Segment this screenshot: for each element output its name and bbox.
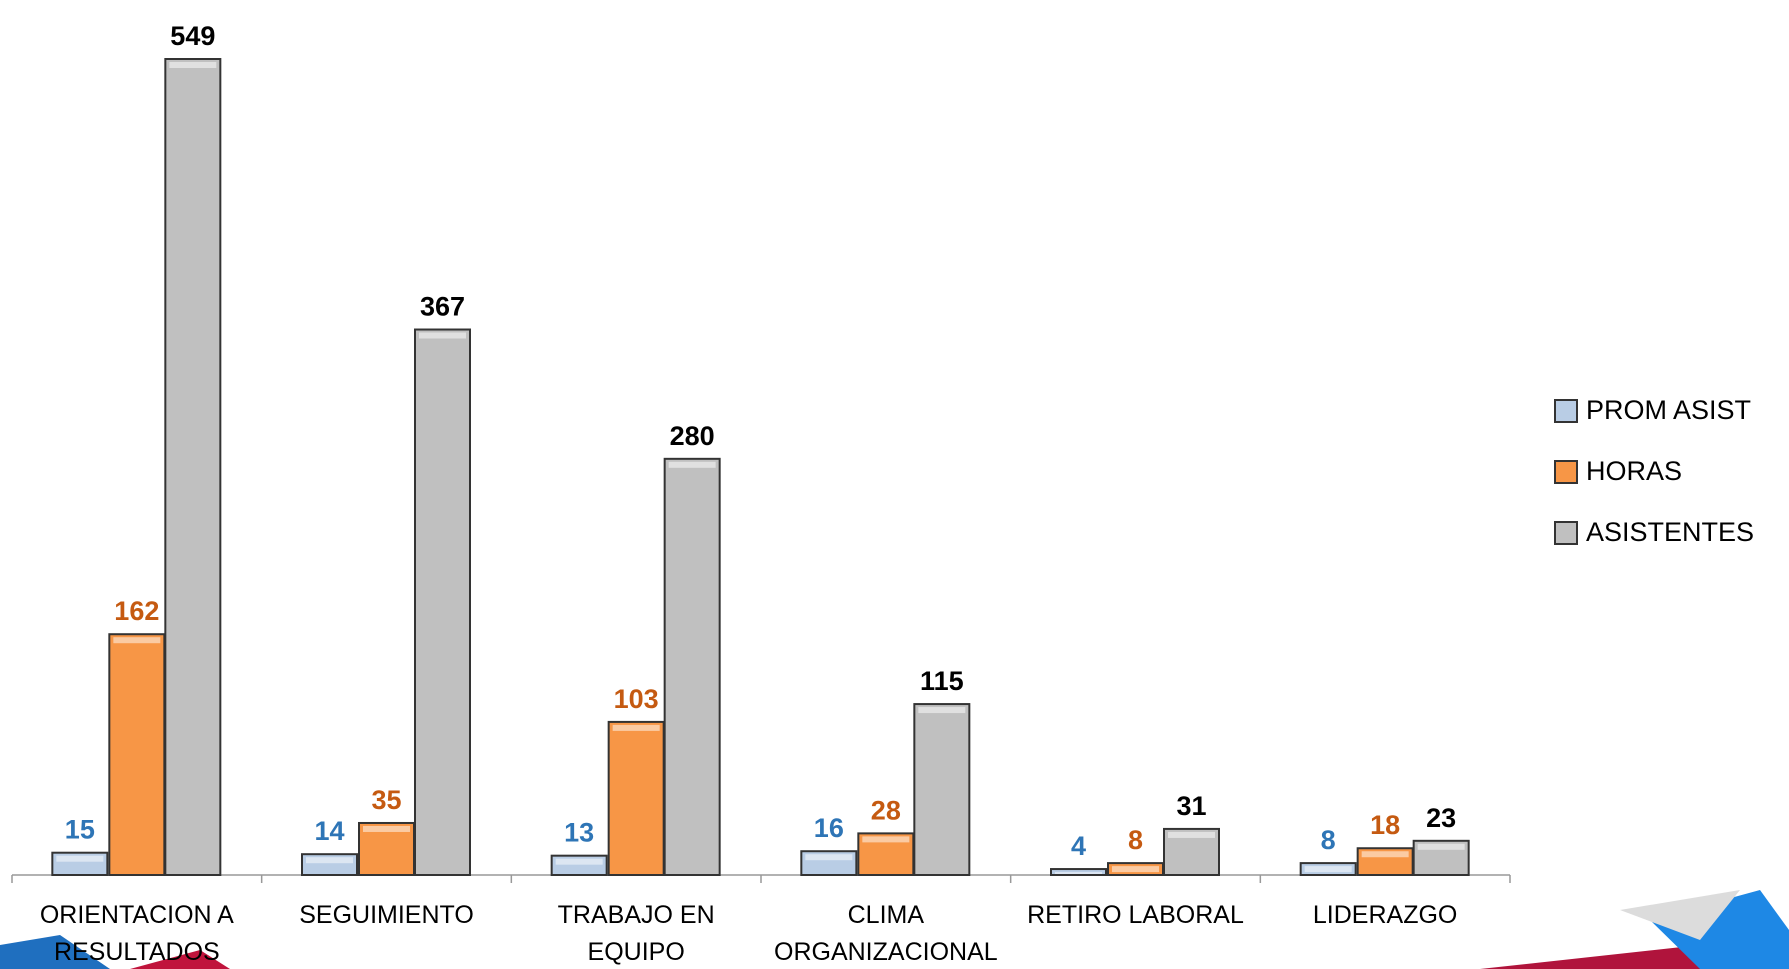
legend-swatch bbox=[1555, 400, 1577, 422]
bar-highlight bbox=[556, 859, 603, 865]
bar bbox=[165, 59, 220, 875]
legend-label: ASISTENTES bbox=[1586, 517, 1754, 547]
bar-highlight bbox=[862, 836, 909, 842]
bar-highlight bbox=[306, 857, 353, 863]
bar-highlight bbox=[1362, 851, 1409, 857]
value-label: 13 bbox=[564, 818, 594, 848]
value-label: 28 bbox=[871, 795, 901, 825]
legend-swatch bbox=[1555, 461, 1577, 483]
bar-highlight bbox=[613, 725, 660, 731]
value-label: 103 bbox=[614, 684, 659, 714]
bar bbox=[665, 459, 720, 875]
value-label: 4 bbox=[1071, 831, 1086, 861]
value-label: 280 bbox=[670, 421, 715, 451]
value-label: 18 bbox=[1370, 810, 1400, 840]
bar-highlight bbox=[1055, 872, 1102, 874]
bar-highlight bbox=[918, 707, 965, 713]
x-tick-label: CLIMA ORGANIZACIONAL bbox=[771, 897, 1001, 969]
bar bbox=[109, 634, 164, 875]
bar-highlight bbox=[113, 637, 160, 643]
value-label: 16 bbox=[814, 813, 844, 843]
value-label: 549 bbox=[170, 21, 215, 51]
bar-highlight bbox=[363, 826, 410, 832]
bar-highlight bbox=[805, 854, 852, 860]
legend-swatch bbox=[1555, 522, 1577, 544]
x-tick-label: LIDERAZGO bbox=[1270, 897, 1500, 934]
bar-highlight bbox=[669, 462, 716, 468]
legend-label: HORAS bbox=[1586, 456, 1682, 486]
bar-highlight bbox=[1168, 832, 1215, 838]
value-label: 14 bbox=[314, 816, 344, 846]
value-label: 23 bbox=[1426, 803, 1456, 833]
value-label: 8 bbox=[1321, 825, 1336, 855]
value-label: 8 bbox=[1128, 825, 1143, 855]
chart-page: 15 162 549 14 35 367 13 103 280 16 28 115 4 8 31 8 18 23 P… bbox=[0, 0, 1789, 969]
value-label: 367 bbox=[420, 292, 465, 322]
value-label: 115 bbox=[920, 666, 964, 696]
legend-label: PROM ASIST bbox=[1586, 395, 1751, 425]
bar bbox=[914, 704, 969, 875]
bar-highlight bbox=[1418, 844, 1465, 850]
x-tick-label: SEGUIMIENTO bbox=[272, 897, 502, 934]
bar-highlight bbox=[1112, 866, 1159, 872]
bar-highlight bbox=[56, 856, 103, 862]
bar bbox=[1051, 869, 1106, 875]
x-tick-label: RETIRO LABORAL bbox=[1021, 897, 1251, 934]
chart: 15 162 549 14 35 367 13 103 280 16 28 115 4 8 31 8 18 23 P… bbox=[0, 0, 1789, 969]
x-tick-label: TRABAJO EN EQUIPO bbox=[521, 897, 751, 969]
bar-highlight bbox=[419, 333, 466, 339]
bar bbox=[415, 330, 470, 875]
value-label: 162 bbox=[114, 596, 159, 626]
value-label: 35 bbox=[371, 785, 401, 815]
bar-highlight bbox=[1305, 866, 1352, 872]
x-tick-label: ORIENTACION A RESULTADOS bbox=[22, 897, 252, 969]
value-label: 31 bbox=[1176, 791, 1206, 821]
bar bbox=[552, 856, 607, 875]
value-label: 15 bbox=[65, 815, 95, 845]
bar-highlight bbox=[169, 62, 216, 68]
bar bbox=[609, 722, 664, 875]
